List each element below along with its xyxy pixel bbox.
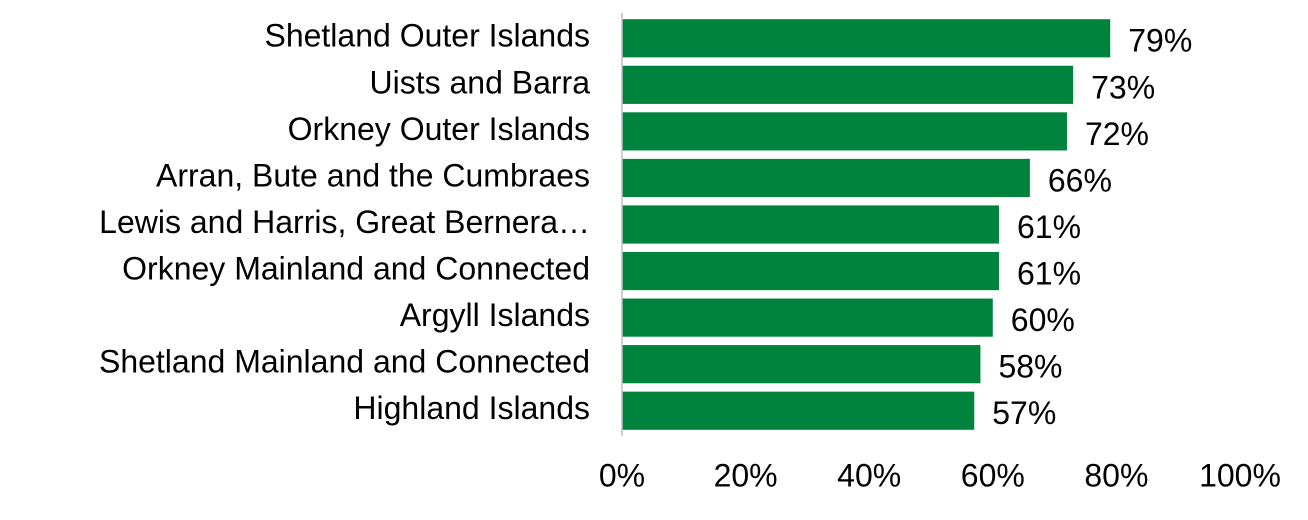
- y-tick-label: Orkney Outer Islands: [288, 111, 590, 147]
- x-tick-label: 20%: [714, 457, 778, 493]
- value-label: 61%: [1017, 256, 1081, 292]
- y-tick-label: Shetland Mainland and Connected: [99, 344, 590, 380]
- y-tick-label: Orkney Mainland and Connected: [122, 251, 590, 287]
- y-tick-label: Arran, Bute and the Cumbraes: [156, 157, 590, 193]
- bar: [622, 19, 1111, 58]
- x-tick-label: 60%: [961, 457, 1025, 493]
- value-label: 57%: [992, 395, 1056, 431]
- value-label: 58%: [998, 349, 1062, 385]
- value-label: 73%: [1091, 69, 1155, 105]
- x-tick-label: 100%: [1199, 457, 1281, 493]
- value-label: 79%: [1128, 23, 1192, 59]
- bar: [622, 158, 1030, 198]
- y-tick-label: Lewis and Harris, Great Bernera…: [99, 204, 590, 240]
- bar: [622, 298, 993, 337]
- x-tick-label: 40%: [837, 457, 901, 493]
- x-tick-label: 80%: [1084, 457, 1148, 493]
- bar: [622, 112, 1067, 151]
- y-tick-label: Uists and Barra: [369, 64, 590, 100]
- value-label: 60%: [1011, 302, 1075, 338]
- value-label: 72%: [1085, 116, 1149, 152]
- bar: [622, 205, 999, 244]
- y-tick-label: Highland Islands: [353, 390, 590, 426]
- value-label: 66%: [1048, 162, 1112, 198]
- bar: [622, 391, 975, 430]
- bar: [622, 251, 999, 291]
- y-tick-label: Argyll Islands: [400, 297, 590, 333]
- bar: [622, 345, 981, 384]
- x-tick-label: 0%: [599, 457, 645, 493]
- value-label: 61%: [1017, 209, 1081, 245]
- y-tick-label: Shetland Outer Islands: [264, 18, 590, 54]
- bar: [622, 65, 1074, 104]
